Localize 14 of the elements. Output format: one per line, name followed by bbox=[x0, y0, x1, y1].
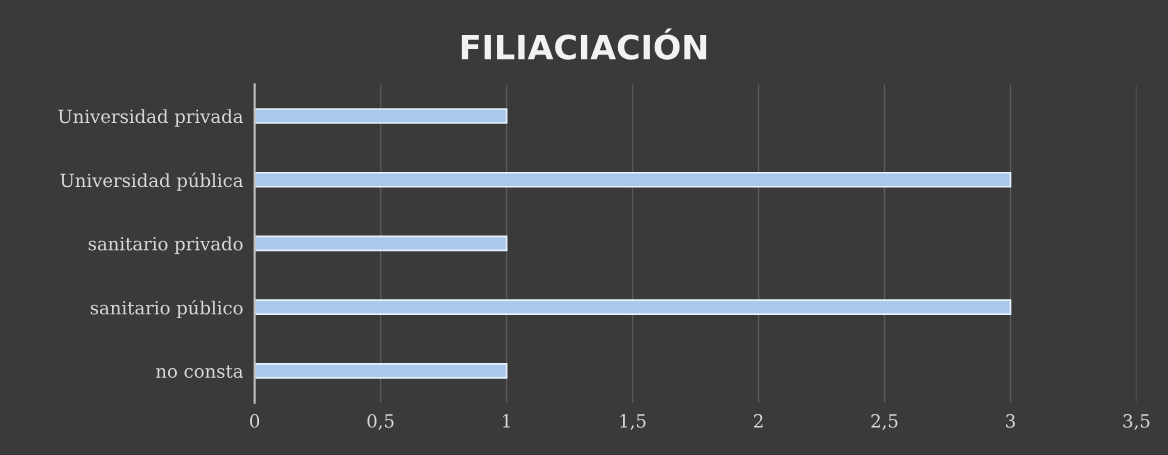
x-tick-label: 3,5 bbox=[1123, 414, 1150, 430]
y-tick-label: no consta bbox=[156, 365, 243, 378]
x-tick-label: 2,5 bbox=[871, 414, 898, 430]
chart-title: FILIACIACIÓN bbox=[461, 28, 707, 60]
x-tick-label: 0,5 bbox=[367, 414, 394, 430]
y-tick-label: sanitario privado bbox=[88, 236, 243, 255]
x-tick-label: 1 bbox=[503, 414, 510, 428]
x-tick-label: 3 bbox=[1006, 414, 1015, 428]
y-tick-label: Universidad privada bbox=[58, 109, 243, 127]
x-tick-label: 2 bbox=[754, 414, 763, 428]
y-tick-label: sanitario público bbox=[90, 299, 243, 319]
x-tick-label: 1,5 bbox=[620, 414, 646, 430]
y-tick-label: Universidad pública bbox=[60, 172, 243, 191]
x-tick-label: 0 bbox=[250, 414, 260, 428]
